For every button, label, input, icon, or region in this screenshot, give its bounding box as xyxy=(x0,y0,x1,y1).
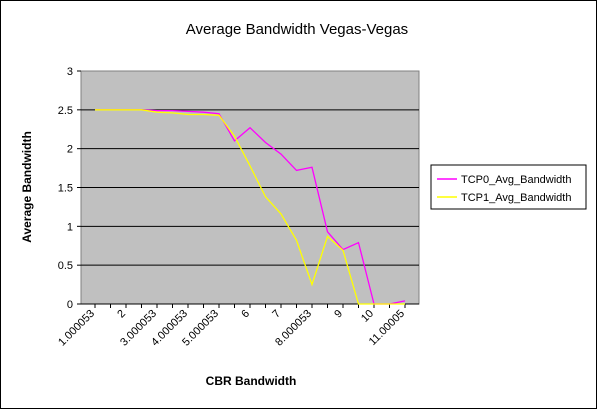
y-tick-label: 0 xyxy=(67,299,73,311)
y-tick-label: 2 xyxy=(67,144,73,156)
x-tick-label: 2 xyxy=(115,308,128,321)
x-tick-label: 6 xyxy=(239,308,252,321)
y-tick-label: 0.5 xyxy=(58,260,73,272)
legend-label: TCP0_Avg_Bandwidth xyxy=(461,174,571,186)
x-tick-label: 1.000053 xyxy=(56,308,97,349)
series-line-tcp1 xyxy=(95,109,405,305)
legend-box xyxy=(430,164,587,210)
y-tick-label: 3 xyxy=(67,66,73,78)
y-tick-label: 1.5 xyxy=(58,183,73,195)
y-tick-label: 2.5 xyxy=(58,105,73,117)
x-tick-label: 9 xyxy=(332,308,345,321)
y-tick-label: 1 xyxy=(67,221,73,233)
legend: TCP0_Avg_Bandwidth TCP1_Avg_Bandwidth xyxy=(430,164,587,210)
x-tick-label: 10 xyxy=(359,308,376,325)
y-axis-title: Average Bandwidth xyxy=(20,131,34,243)
x-axis-title: CBR Bandwidth xyxy=(206,374,297,388)
series-layer xyxy=(95,109,406,305)
chart-title: Average Bandwidth Vegas-Vegas xyxy=(186,21,408,38)
legend-label: TCP1_Avg_Bandwidth xyxy=(461,192,571,204)
x-tick-label: 7 xyxy=(270,308,283,321)
y-axis: 0 0.5 1 1.5 2 2.5 3 xyxy=(58,66,81,311)
